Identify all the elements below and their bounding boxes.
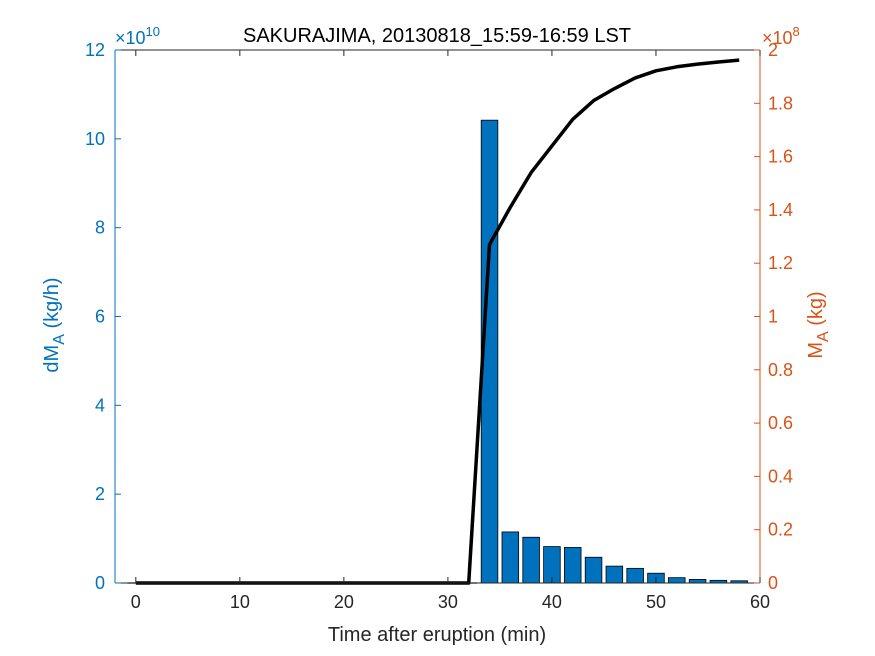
chart-title: SAKURAJIMA, 20130818_15:59-16:59 LST	[243, 25, 631, 47]
right-y-tick-label: 0.2	[768, 520, 793, 540]
left-y-tick-label: 2	[95, 484, 105, 504]
plot-background	[115, 50, 760, 583]
left-axis-exponent: ×1010	[115, 24, 160, 48]
bar	[626, 567, 644, 584]
right-y-tick-label: 2	[768, 40, 778, 60]
x-tick-label: 30	[438, 592, 458, 612]
left-y-tick-label: 10	[85, 129, 105, 149]
bar	[688, 579, 707, 584]
left-y-tick-label: 0	[95, 573, 105, 593]
right-y-tick-label: 0.6	[768, 413, 793, 433]
left-y-tick-label: 12	[85, 40, 105, 60]
right-y-tick-label: 1	[768, 307, 778, 327]
left-y-tick-label: 4	[95, 395, 105, 415]
bar	[501, 531, 520, 584]
left-axis-label: dMA (kg/h)	[41, 277, 68, 372]
bar	[605, 565, 624, 584]
right-y-tick-label: 1.4	[768, 200, 793, 220]
x-tick-label: 60	[750, 592, 770, 612]
x-tick-label: 20	[334, 592, 354, 612]
plot-area	[115, 50, 760, 583]
right-y-tick-label: 0	[768, 573, 778, 593]
right-y-tick-label: 0.4	[768, 466, 793, 486]
cumulative-line-layer	[135, 58, 740, 585]
right-y-tick-label: 1.2	[768, 253, 793, 273]
right-axis-label: MA (kg)	[805, 291, 832, 358]
axes-layer: 0 10 20 30 40 50 6002468101200.20.40.60.811.21…	[85, 40, 793, 612]
x-tick-label: 40	[542, 592, 562, 612]
right-axis-exponent: ×108	[762, 24, 800, 48]
left-y-tick-label: 8	[95, 218, 105, 238]
right-y-tick-label: 1.8	[768, 93, 793, 113]
cumulative-mass-line	[135, 58, 740, 585]
bar	[522, 536, 540, 584]
right-y-tick-label: 0.8	[768, 360, 793, 380]
x-axis-label: Time after eruption (min)	[328, 624, 546, 646]
left-y-tick-label: 6	[95, 307, 105, 327]
x-tick-label: 0	[131, 592, 141, 612]
bar	[668, 577, 686, 584]
x-tick-label: 10	[230, 592, 250, 612]
bar	[564, 547, 582, 584]
bar	[584, 556, 603, 584]
right-y-tick-label: 1.6	[768, 147, 793, 167]
x-tick-label: 50	[646, 592, 666, 612]
